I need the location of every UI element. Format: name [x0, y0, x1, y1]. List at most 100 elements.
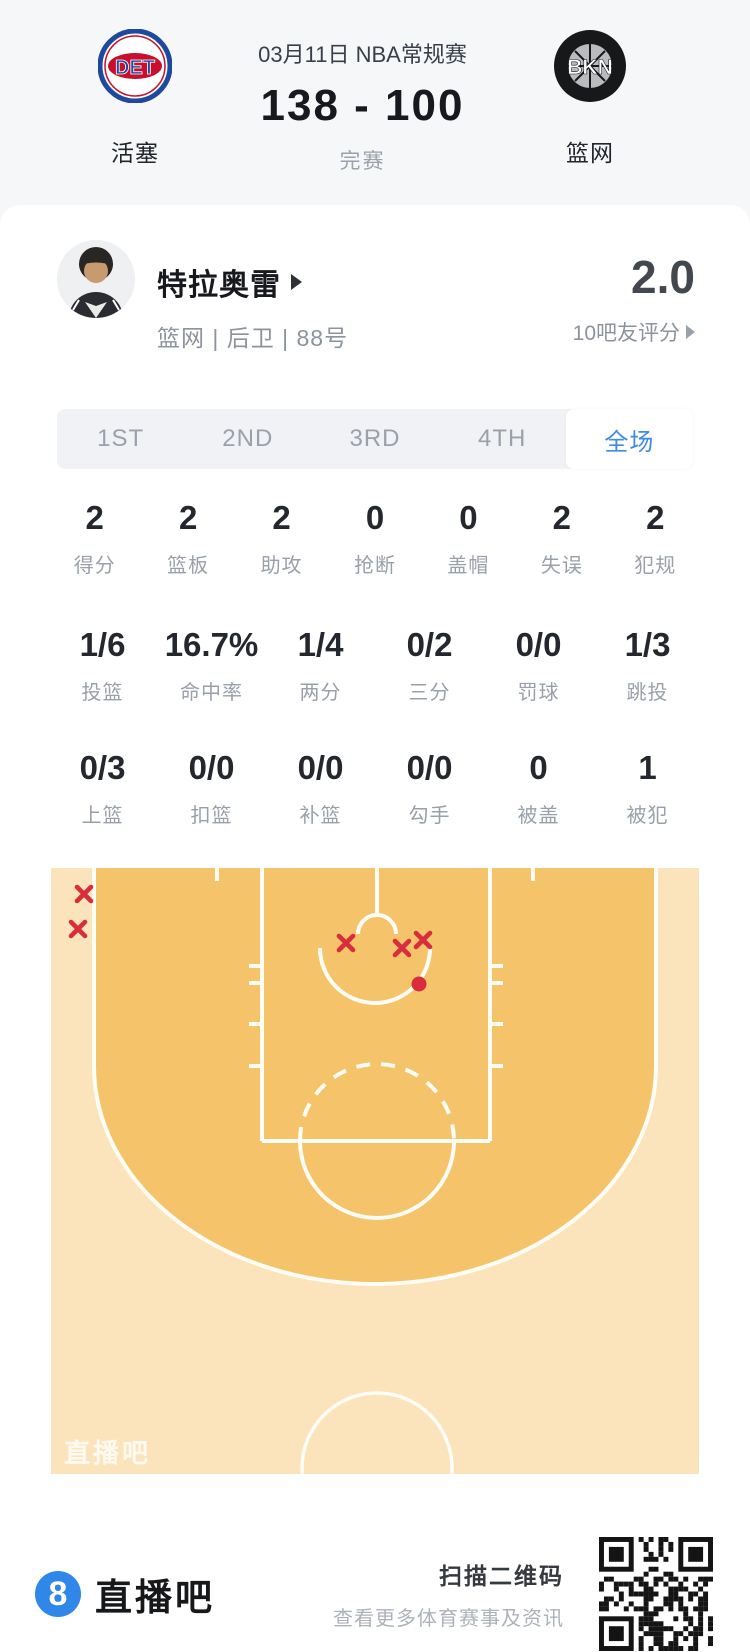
make-marker: [411, 976, 427, 992]
stat-label: 被盖: [517, 805, 560, 827]
tab-1st[interactable]: 1ST: [97, 425, 145, 452]
player-identity[interactable]: 特拉奥雷 篮网 | 后卫 | 88号: [157, 240, 348, 353]
stat-cell: 0/0 扣篮: [157, 749, 266, 828]
brand-name: 直播吧: [95, 1577, 215, 1618]
baseline-ticks: [215, 868, 535, 881]
stat-label: 补篮: [299, 805, 342, 827]
stat-label: 两分: [299, 682, 342, 704]
ft-circle-solid: [298, 1140, 456, 1220]
qr-subtitle: 查看更多体育赛事及资讯: [333, 1608, 564, 1630]
tab-4th[interactable]: 4TH: [478, 425, 527, 452]
match-header: DET 活塞 03月11日 NBA常规赛 138 - 100 完赛 BKN 篮网: [0, 0, 750, 205]
stat-label: 篮板: [167, 555, 210, 577]
stat-cell: 16.7% 命中率: [157, 626, 266, 705]
miss-marker: [413, 930, 433, 950]
player-rating-block[interactable]: 2.0 10吧友评分: [573, 240, 695, 347]
tab-3rd[interactable]: 3RD: [349, 425, 401, 452]
player-stats-card: 特拉奥雷 篮网 | 后卫 | 88号 2.0 10吧友评分 1ST 2ND 3RD 4…: [0, 205, 750, 1652]
pistons-logo-icon[interactable]: DET: [98, 29, 172, 103]
stat-value: 2: [272, 499, 291, 536]
stat-cell: 1/4 两分: [266, 626, 375, 705]
stat-cell: 2 篮板: [141, 499, 234, 578]
stat-value: 1: [638, 749, 657, 786]
stat-value: 0/0: [515, 626, 562, 663]
home-team-name[interactable]: 活塞: [111, 140, 159, 166]
stat-cell: 0/0 补篮: [266, 749, 375, 828]
player-meta: 篮网 | 后卫 | 88号: [157, 325, 349, 351]
stat-value: 2: [552, 499, 572, 536]
stat-label: 罚球: [517, 682, 560, 704]
court-svg: 直播吧: [51, 868, 699, 1545]
stat-label: 助攻: [260, 555, 303, 577]
stat-value: 0/2: [406, 626, 453, 663]
stat-cell: 2 失误: [515, 499, 608, 578]
stat-cell: 2 得分: [48, 499, 141, 578]
stat-label: 命中率: [180, 682, 243, 704]
stat-row-1: 2 得分 2 篮板 2 助攻 0 抢断 0 盖帽 2 失误 2 犯规: [48, 499, 702, 578]
stat-value: 2: [178, 499, 198, 536]
quarter-tabs: 1ST 2ND 3RD 4TH 全场: [57, 409, 694, 469]
rim-arc: [356, 913, 398, 935]
tab-full[interactable]: 全场: [565, 409, 694, 469]
stat-value: 0/0: [188, 749, 235, 786]
lane-hash-marks: [249, 964, 503, 1068]
stat-label: 失误: [540, 555, 583, 577]
shots-layer: [68, 884, 433, 992]
tab-2nd[interactable]: 2ND: [222, 425, 274, 452]
stat-label: 三分: [408, 682, 451, 704]
player-photo: [57, 240, 135, 318]
three-point-line: [92, 868, 658, 1286]
stat-label: 跳投: [626, 682, 669, 704]
player-detail-arrow-icon[interactable]: [291, 274, 302, 290]
away-team[interactable]: BKN 篮网: [510, 0, 670, 205]
stat-label: 被犯: [626, 805, 669, 827]
zhibo8-logo-icon: 8: [35, 1571, 81, 1617]
stat-cell: 0/0 罚球: [484, 626, 593, 705]
stat-cell: 0/2 三分: [375, 626, 484, 705]
miss-marker: [74, 884, 94, 904]
rating-arrow-icon[interactable]: [686, 325, 695, 339]
stat-cell: 1 被犯: [593, 749, 702, 828]
stat-label: 盖帽: [447, 555, 490, 577]
svg-text:DET: DET: [115, 57, 155, 79]
stat-value: 0: [529, 749, 548, 786]
player-rating: 2.0: [631, 251, 695, 303]
stat-label: 扣篮: [190, 805, 233, 827]
player-name[interactable]: 特拉奥雷: [157, 269, 281, 302]
court-lines: [92, 868, 658, 1286]
away-team-name[interactable]: 篮网: [566, 140, 614, 166]
stat-value: 0: [365, 499, 385, 536]
stat-cell: 2 助攻: [235, 499, 328, 578]
stat-row-2: 1/6 投篮 16.7% 命中率 1/4 两分 0/2 三分 0/0 罚球 1/3 跳投: [48, 626, 702, 705]
qr-title: 扫描二维码: [439, 1563, 564, 1589]
rating-caption[interactable]: 10吧友评分: [572, 322, 680, 345]
stat-label: 上篮: [81, 805, 124, 827]
stat-label: 勾手: [408, 805, 451, 827]
stat-label: 得分: [73, 555, 116, 577]
svg-text:BKN: BKN: [567, 56, 613, 79]
stat-cell: 0 被盖: [484, 749, 593, 828]
stat-value: 0/0: [406, 749, 453, 786]
stat-value: 2: [85, 499, 104, 536]
stat-label: 抢断: [353, 555, 396, 577]
stat-cell: 1/3 跳投: [593, 626, 702, 705]
miss-marker: [336, 933, 356, 953]
court-inside-area: [94, 868, 656, 1284]
stat-label: 投篮: [81, 682, 124, 704]
match-score: 138 - 100: [260, 81, 465, 130]
qr-code: [599, 1537, 713, 1651]
match-date: 03月11日 NBA常规赛: [258, 42, 467, 67]
stat-value: 1/6: [79, 626, 126, 663]
stat-row-3: 0/3 上篮 0/0 扣篮 0/0 补篮 0/0 勾手 0 被盖 1 被犯: [48, 749, 702, 828]
stat-cell: 0 盖帽: [422, 499, 515, 578]
stats-grid: 2 得分 2 篮板 2 助攻 0 抢断 0 盖帽 2 失误 2 犯规 1/6 投篮 16.7% 命中率 1/4 两分 0…: [0, 499, 750, 828]
charge-arc: [318, 947, 432, 1005]
nets-logo-icon[interactable]: BKN: [553, 29, 627, 103]
player-avatar[interactable]: [57, 240, 135, 318]
court-watermark: 直播吧: [64, 1438, 151, 1468]
stat-cell: 0/3 上篮: [48, 749, 157, 828]
home-team[interactable]: DET 活塞: [55, 0, 215, 205]
stat-value: 0: [459, 499, 478, 536]
stat-value: 0/0: [297, 749, 344, 786]
stat-cell: 2 犯规: [609, 499, 702, 578]
